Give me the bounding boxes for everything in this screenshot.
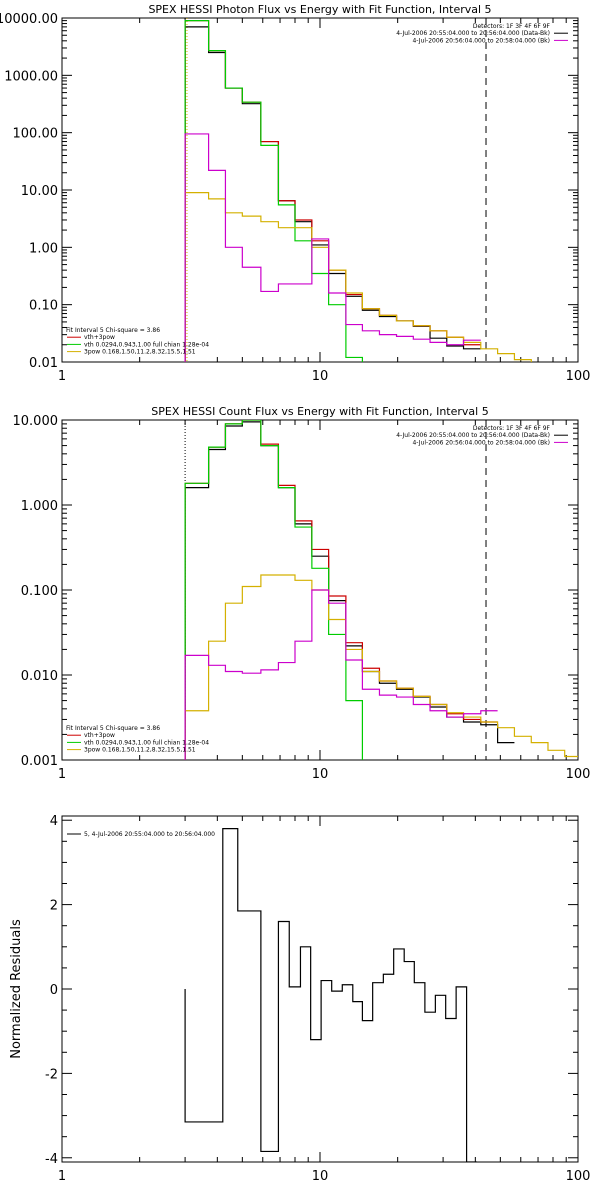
y-tick-label: 0.010: [21, 669, 58, 684]
legend-entry-text: 3pow 0.168,1.50,11.2,8.32,15.5,1.51: [84, 747, 196, 754]
y-tick-label: 2: [50, 899, 58, 914]
legend-entry-text: 4-Jul-2006 20:55:04.000 to 20:56:04.000 …: [396, 432, 550, 439]
legend-entry-text: vth 0.0294,0.943,1.00 full chian 1.28e-0…: [84, 739, 209, 746]
legend-bottom-left: Fit Interval 5 Chi-square = 3.86vth+3pow…: [66, 725, 209, 754]
legend-entry-text: vth+3pow: [84, 732, 115, 739]
legend-entry-text: 3pow 0.168,1.50,11.2,8.32,15.5,1.51: [84, 349, 196, 356]
x-tick-label: 10: [312, 1169, 329, 1184]
y-tick-label: 1.00: [29, 241, 58, 256]
y-tick-label: 0.01: [29, 356, 58, 371]
y-axis-label: Normalized Residuals: [9, 919, 24, 1059]
x-tick-label: 100: [566, 1169, 591, 1184]
legend-entry-text: 4-Jul-2006 20:56:04.000 to 20:58:04.000 …: [412, 37, 550, 44]
series-data-bk: [184, 421, 515, 760]
legend-top-right: Detectors: 1F 3F 4F 6F 9F4-Jul-2006 20:5…: [396, 23, 568, 44]
legend-entry-text: vth 0.0294,0.943,1.00 full chian 1.28e-0…: [84, 341, 209, 348]
panel-2: SPEX HESSI Count Flux vs Energy with Fit…: [13, 405, 591, 782]
y-tick-label: 1.000: [21, 499, 58, 514]
series-vth: [184, 20, 364, 362]
y-axis: -4 -2 0 2 4: [45, 814, 578, 1167]
x-tick-label: 100: [566, 767, 591, 782]
legend-entry-text: 5, 4-Jul-2006 20:55:04.000 to 20:56:04.0…: [84, 831, 215, 838]
x-tick-label: 1: [58, 369, 66, 384]
y-axis: 0.001 0.010 0.100 1.000 10.000: [13, 414, 578, 769]
legend-entry-text: vth+3pow: [84, 334, 115, 341]
y-tick-label: 1000.00: [4, 69, 58, 84]
series-vth-3pow: [184, 420, 498, 760]
panel-3: 1 10 100 -4 -2 0 2 4 Normalized Residuals 5, 4-Ju…: [9, 814, 590, 1184]
y-tick-label: -4: [45, 1152, 58, 1167]
series-residuals: [184, 828, 477, 1162]
x-tick-label: 1: [58, 1169, 66, 1184]
y-tick-label: 10000.00: [0, 12, 58, 27]
x-tick-label: 10: [312, 369, 329, 384]
y-tick-label: 10.000: [13, 414, 59, 429]
x-axis: 1 10 100: [58, 420, 591, 782]
legend-bottom-left: Fit Interval 5 Chi-square = 3.86vth+3pow…: [66, 327, 209, 356]
series-vth-3pow: [184, 20, 481, 362]
y-tick-label: 4: [50, 814, 58, 829]
y-tick-label: 100.00: [13, 127, 59, 142]
series-group: [184, 420, 578, 760]
y-tick-label: 0.10: [29, 299, 58, 314]
series-bk: [184, 133, 481, 362]
x-tick-label: 10: [312, 767, 329, 782]
series-bk: [184, 589, 498, 760]
x-tick-label: 100: [566, 369, 591, 384]
plot-frame: [61, 17, 579, 363]
panel-1: SPEX HESSI Photon Flux vs Energy with Fi…: [0, 3, 590, 384]
chart-title: SPEX HESSI Count Flux vs Energy with Fit…: [151, 405, 488, 418]
y-tick-label: 0.100: [21, 584, 58, 599]
y-tick-label: 0.001: [21, 754, 58, 769]
legend-entry-text: Detectors: 1F 3F 4F 6F 9F: [473, 425, 551, 432]
series-vth: [184, 420, 364, 760]
legend-top-left: 5, 4-Jul-2006 20:55:04.000 to 20:56:04.0…: [67, 831, 215, 838]
legend-entry-text: Detectors: 1F 3F 4F 6F 9F: [473, 23, 551, 30]
series-3pow: [184, 192, 532, 362]
plot-frame: [61, 815, 579, 1163]
legend-top-right: Detectors: 1F 3F 4F 6F 9F4-Jul-2006 20:5…: [396, 425, 568, 446]
chart-title: SPEX HESSI Photon Flux vs Energy with Fi…: [148, 3, 491, 16]
series-group: [184, 828, 477, 1162]
legend-entry-text: Fit Interval 5 Chi-square = 3.86: [66, 327, 160, 334]
x-axis: 1 10 100: [58, 816, 591, 1184]
y-tick-label: -2: [45, 1067, 58, 1082]
series-3pow: [184, 574, 578, 760]
legend-entry-text: 4-Jul-2006 20:55:04.000 to 20:56:04.000 …: [396, 30, 550, 37]
x-tick-label: 1: [58, 767, 66, 782]
series-group: [184, 20, 532, 362]
y-tick-label: 10.00: [21, 184, 58, 199]
y-axis: 0.01 0.10 1.00 10.00 100.00 1000.00 10000.00: [0, 12, 578, 371]
series-data-bk: [184, 26, 481, 362]
legend-entry-text: 4-Jul-2006 20:56:04.000 to 20:58:04.000 …: [412, 439, 550, 446]
y-tick-label: 0: [50, 983, 58, 998]
legend-entry-text: Fit Interval 5 Chi-square = 3.86: [66, 725, 160, 732]
x-axis: 1 10 100: [58, 18, 591, 384]
